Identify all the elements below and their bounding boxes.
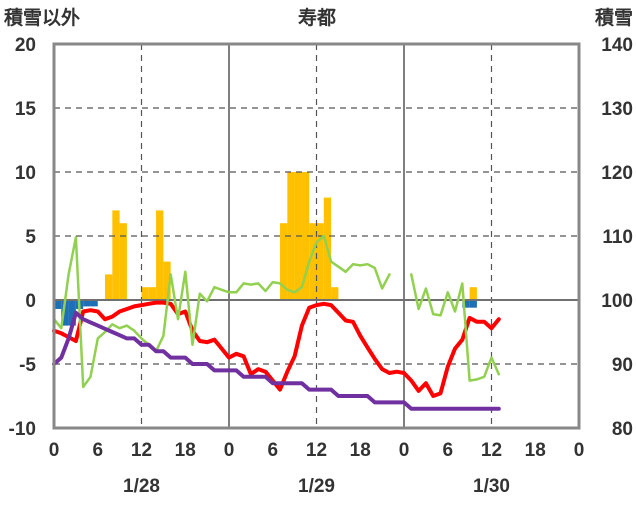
precip-bar-1: [112, 210, 120, 300]
right-axis-title: 積雪: [595, 6, 633, 29]
negative-bar-6: [462, 300, 470, 308]
left-tick-label: 0: [25, 291, 36, 312]
precip-bar-11: [309, 223, 317, 300]
wind-line-1: [410, 273, 501, 382]
negative-bar-2: [68, 300, 76, 326]
date-label: 1/28: [123, 476, 160, 497]
x-tick-label: 0: [224, 440, 235, 461]
precip-bar-7: [280, 223, 288, 300]
bars-layer: [54, 172, 477, 326]
left-tick-label: 15: [15, 99, 37, 120]
x-tick-label: 0: [574, 440, 585, 461]
negative-bar-0: [54, 300, 62, 309]
negative-bar-4: [83, 300, 91, 307]
x-tick-label: 6: [442, 440, 453, 461]
negative-bar-5: [90, 300, 98, 307]
x-tick-label: 12: [481, 440, 502, 461]
negative-bar-7: [469, 300, 477, 308]
right-tick-label: 130: [601, 99, 633, 120]
right-tick-label: 80: [612, 419, 633, 440]
wind-line-0: [52, 234, 391, 389]
lines-layer: [52, 234, 501, 411]
precip-bar-2: [119, 223, 127, 300]
right-tick-label: 90: [612, 355, 633, 376]
left-axis-title: 積雪以外: [4, 6, 80, 29]
right-tick-label: 120: [601, 163, 633, 184]
left-tick-label: 10: [15, 163, 36, 184]
precip-bar-15: [469, 287, 477, 300]
right-tick-label: 100: [601, 291, 633, 312]
precip-bar-6: [163, 261, 171, 300]
plot-frame: [52, 42, 581, 430]
left-tick-label: -5: [19, 355, 36, 376]
x-tick-label: 12: [131, 440, 152, 461]
precip-bar-14: [331, 287, 339, 300]
x-tick-label: 0: [49, 440, 60, 461]
x-tick-label: 18: [350, 440, 371, 461]
left-tick-label: -10: [9, 419, 36, 440]
date-label: 1/30: [473, 476, 510, 497]
precip-bar-4: [148, 287, 157, 300]
precip-bar-5: [156, 210, 164, 300]
negative-bar-1: [61, 300, 69, 326]
x-tick-label: 18: [525, 440, 546, 461]
left-tick-label: 5: [25, 227, 36, 248]
right-tick-label: 140: [601, 35, 633, 56]
right-tick-label: 110: [602, 227, 633, 248]
x-tick-label: 6: [92, 440, 103, 461]
x-tick-label: 18: [175, 440, 196, 461]
precip-bar-12: [316, 223, 324, 300]
left-tick-label: 20: [15, 35, 36, 56]
snow_depth-line-0: [52, 310, 501, 411]
x-tick-label: 12: [306, 440, 327, 461]
precip-bar-10: [301, 172, 310, 300]
x-tick-label: 6: [267, 440, 278, 461]
date-label: 1/29: [298, 476, 335, 497]
x-tick-label: 0: [399, 440, 410, 461]
chart-title: 寿都: [298, 6, 336, 29]
precip-bar-0: [105, 274, 113, 300]
precip-bar-3: [141, 287, 149, 300]
grid-layer: [54, 44, 579, 428]
